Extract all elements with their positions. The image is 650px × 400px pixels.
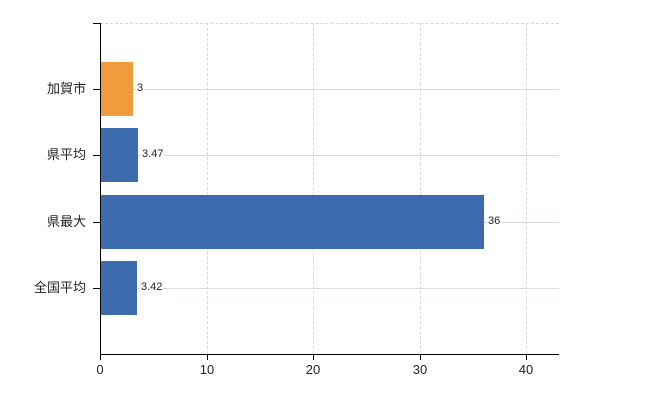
bar-value-label: 3.42 [140,280,164,295]
x-axis-tick-mark [207,354,208,360]
x-axis-tick-label: 20 [305,362,321,377]
x-axis-tick-label: 30 [412,362,428,377]
gridline-vertical [526,23,527,354]
y-axis-top-tick-mark [93,23,100,24]
bar-row [101,195,484,249]
x-axis-line [100,354,559,355]
x-axis-tick-mark [313,354,314,360]
y-axis-tick-mark [93,288,100,289]
y-axis-line [100,23,101,354]
bar-value-label: 3.47 [141,147,165,162]
gridline-vertical [420,23,421,354]
y-axis-tick-mark [93,155,100,156]
y-axis-tick-mark [93,89,100,90]
x-axis-tick-mark [420,354,421,360]
bar-value-label: 3 [136,81,145,96]
plot-top-border [100,23,559,24]
category-label: 加賀市 [46,81,86,96]
gridline-vertical [207,23,208,354]
gridline-horizontal [100,155,559,156]
x-axis-tick-label: 10 [199,362,215,377]
gridline-vertical [313,23,314,354]
bar-value-label: 36 [487,214,502,229]
category-label: 県平均 [46,147,86,162]
x-axis-tick-mark [526,354,527,360]
gridline-horizontal [100,89,559,90]
y-axis-tick-mark [93,222,100,223]
category-label: 県最大 [46,214,86,229]
gridline-horizontal [100,288,559,289]
bar-row [101,128,138,182]
bar-row [101,261,137,315]
x-axis-tick-label: 40 [518,362,534,377]
category-label: 全国平均 [33,280,86,295]
bar-highlight [101,62,133,116]
x-axis-tick-label: 0 [96,362,104,377]
x-axis-tick-mark [100,354,101,360]
